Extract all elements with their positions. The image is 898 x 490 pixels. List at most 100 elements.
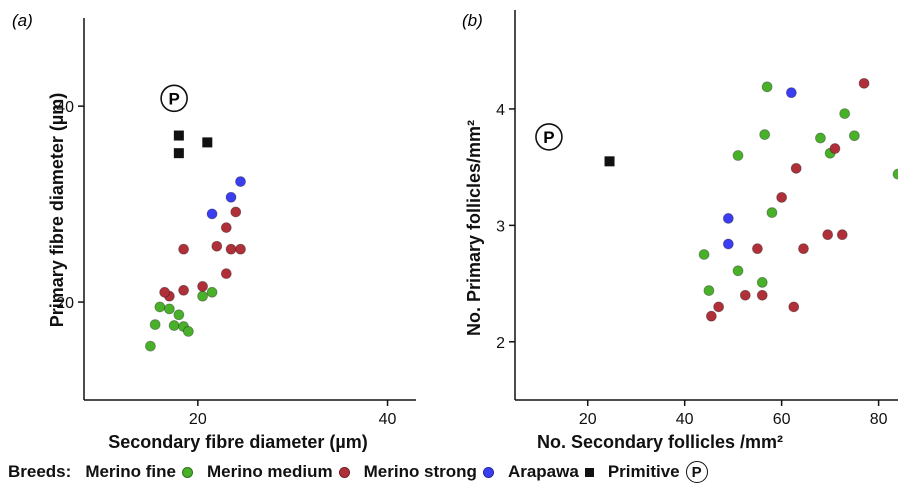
point-merino-medium: [178, 284, 190, 296]
point-arapawa: [604, 156, 615, 167]
panel-b-primitive-marker: P: [535, 123, 563, 151]
point-merino-fine: [815, 132, 826, 144]
point-merino-strong: [235, 176, 246, 187]
point-merino-medium: [159, 286, 171, 298]
point-arapawa: [173, 130, 184, 141]
circled-p-icon: P: [685, 461, 708, 483]
point-merino-medium: [705, 310, 717, 322]
legend-entry-primitive: Primitive P: [608, 461, 708, 483]
point-merino-medium: [230, 206, 242, 218]
black-square-icon: [584, 467, 594, 477]
point-arapawa: [173, 148, 184, 159]
point-merino-medium: [235, 243, 246, 255]
point-merino-medium: [752, 243, 763, 255]
y-tick-label: 40: [56, 99, 74, 116]
legend-entry-merino-strong: Merino strong: [364, 462, 494, 482]
point-merino-fine: [206, 286, 218, 298]
point-merino-fine: [168, 320, 180, 331]
point-merino-fine: [732, 265, 744, 277]
point-merino-fine: [848, 130, 860, 142]
primitive-marker-circle: [535, 123, 563, 151]
point-merino-medium: [790, 162, 802, 174]
point-merino-fine: [182, 326, 194, 337]
panel-a-points: [144, 130, 246, 352]
y-tick-label: 2: [496, 335, 505, 352]
point-merino-fine: [703, 285, 715, 296]
figure: (a) 20 40 20 40 P Primary fibre diameter (µ…: [12, 10, 898, 452]
point-merino-strong: [785, 87, 797, 99]
panel-a-xlabel: Secondary fibre diameter (µm): [108, 432, 367, 452]
point-merino-fine: [732, 150, 744, 161]
x-tick-label: 40: [676, 411, 694, 428]
point-merino-medium: [197, 280, 208, 292]
legend-label: Merino fine: [85, 462, 176, 481]
panel-a: (a) 20 40 20 40 P Primary fibre diameter (µ…: [12, 11, 416, 452]
x-tick-label: 80: [870, 411, 888, 428]
x-tick-label: 40: [379, 411, 397, 428]
point-merino-fine: [173, 309, 185, 321]
panel-a-primitive-marker: P: [160, 84, 188, 113]
legend-entry-merino-medium: Merino medium: [207, 462, 350, 482]
point-merino-medium: [788, 301, 800, 313]
point-merino-strong: [722, 212, 734, 224]
point-merino-medium: [220, 268, 232, 280]
legend-label: Arapawa: [507, 462, 579, 481]
point-merino-medium: [858, 77, 870, 89]
point-merino-medium: [822, 229, 834, 241]
point-merino-fine: [163, 303, 175, 315]
x-tick-label: 20: [189, 411, 207, 428]
point-merino-fine: [766, 207, 778, 218]
point-merino-medium: [756, 289, 768, 301]
legend: Breeds: Merino fine Merino medium Merino…: [8, 458, 894, 486]
point-merino-fine: [698, 249, 710, 260]
point-merino-fine: [197, 290, 208, 302]
point-merino-fine: [761, 81, 773, 93]
legend-entry-merino-fine: Merino fine: [85, 462, 193, 482]
point-merino-fine: [149, 319, 161, 330]
legend-prefix: Breeds:: [8, 462, 72, 481]
point-merino-medium: [225, 243, 237, 255]
blue-dot-icon: [482, 466, 494, 478]
x-tick-label: 20: [579, 411, 597, 428]
legend-entry-arapawa: Arapawa: [508, 462, 594, 482]
point-merino-medium: [220, 222, 232, 234]
primitive-marker-circle: [160, 84, 188, 113]
legend-label: Primitive: [607, 462, 680, 481]
point-merino-medium: [713, 301, 725, 313]
point-merino-medium: [798, 243, 809, 255]
y-tick-label: 20: [56, 295, 74, 312]
point-merino-fine: [756, 277, 768, 288]
point-merino-medium: [211, 240, 223, 252]
y-tick-label: 3: [496, 218, 505, 235]
point-merino-fine: [892, 168, 898, 180]
point-merino-fine: [154, 301, 166, 313]
panel-b-points: [604, 77, 898, 322]
panel-b-xlabel: No. Secondary follicles /mm²: [537, 432, 783, 452]
point-merino-medium: [739, 289, 751, 301]
panel-b-label: (b): [462, 11, 483, 30]
panel-a-ylabel: Primary fibre diameter (µm): [47, 93, 67, 327]
green-dot-icon: [181, 466, 193, 478]
point-merino-medium: [776, 192, 788, 203]
point-merino-fine: [144, 340, 156, 352]
x-tick-label: 60: [773, 411, 791, 428]
red-dot-icon: [338, 466, 350, 478]
point-merino-medium: [836, 229, 848, 241]
point-merino-fine: [839, 108, 851, 120]
y-tick-label: 4: [496, 102, 505, 119]
panel-b: (b) 20 40 60 80 2 3 4 P No. Primary follicles/…: [462, 10, 898, 452]
point-merino-strong: [225, 191, 237, 203]
primitive-marker-label: P: [168, 89, 179, 108]
primitive-marker-label: P: [543, 128, 554, 147]
point-merino-fine: [759, 129, 771, 140]
point-merino-strong: [206, 208, 218, 220]
point-merino-strong: [722, 238, 734, 250]
point-arapawa: [202, 137, 213, 148]
legend-label: Merino strong: [363, 462, 477, 481]
point-merino-medium: [178, 243, 190, 255]
panel-b-ylabel: No. Primary follicles/mm²: [464, 120, 484, 336]
panel-b-ticks: 20 40 60 80 2 3 4: [496, 102, 888, 428]
legend-label: Merino medium: [206, 462, 333, 481]
point-merino-medium: [829, 143, 841, 154]
panel-a-label: (a): [12, 11, 33, 30]
